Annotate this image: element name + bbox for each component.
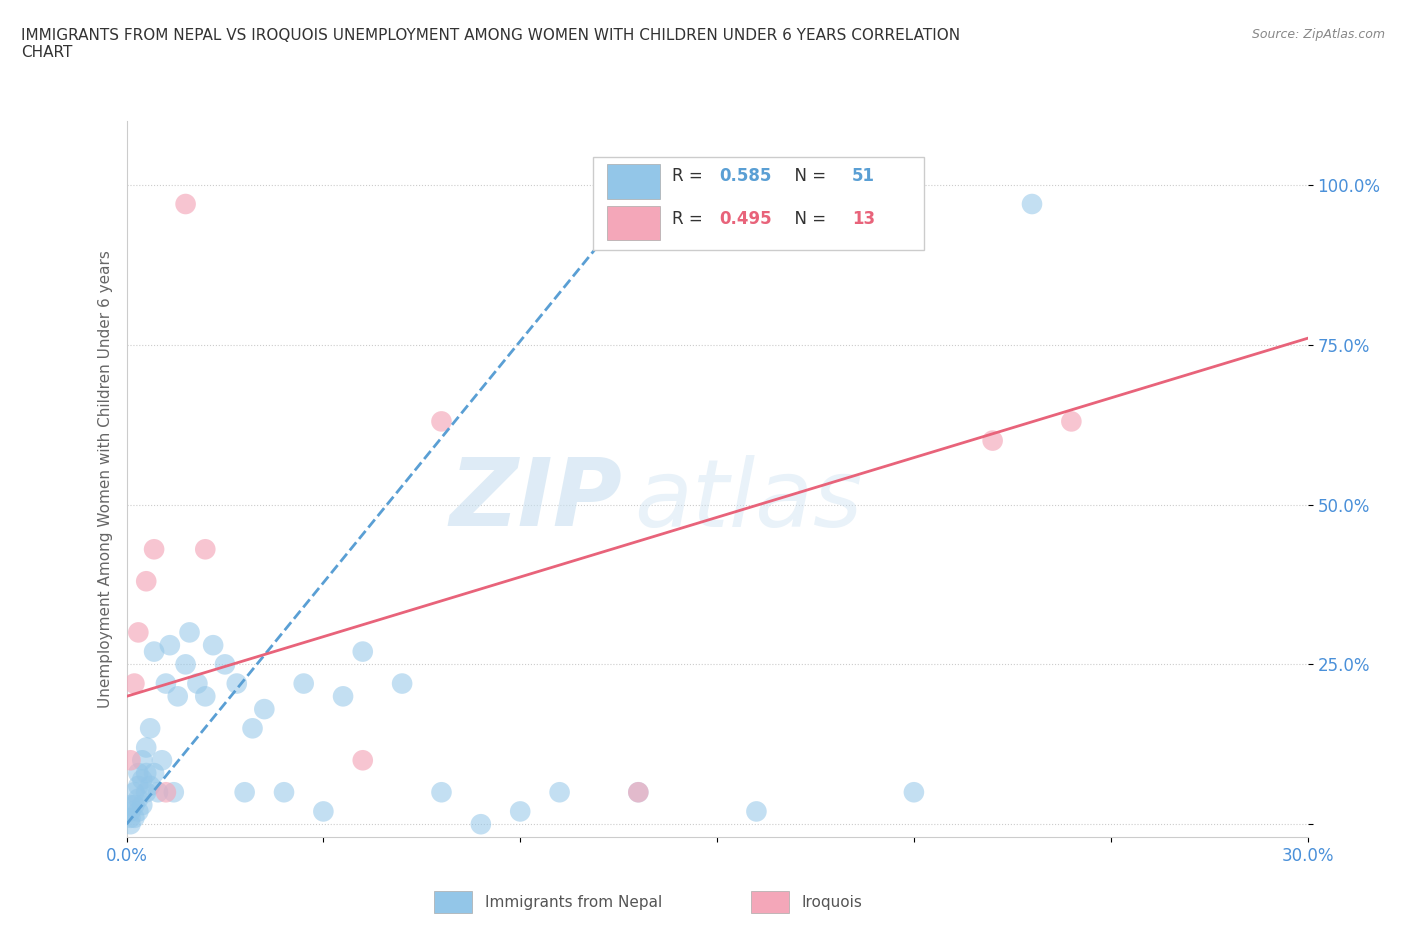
Point: [292, 676, 315, 691]
Point: [135, 740, 157, 755]
Text: N =: N =: [785, 210, 832, 228]
Text: R =: R =: [672, 210, 709, 228]
Point: [127, 778, 149, 793]
Point: [242, 721, 264, 736]
Point: [470, 817, 492, 831]
Text: Immigrants from Nepal: Immigrants from Nepal: [485, 895, 662, 910]
Point: [253, 702, 276, 717]
Point: [150, 753, 173, 768]
Point: [143, 644, 166, 659]
Text: ZIP: ZIP: [450, 455, 623, 547]
Point: [120, 810, 142, 825]
Point: [146, 785, 169, 800]
Point: [273, 785, 295, 800]
Point: [1060, 414, 1083, 429]
Text: 51: 51: [852, 167, 875, 185]
Point: [430, 785, 453, 800]
Point: [139, 778, 162, 793]
Point: [127, 791, 149, 806]
Text: 13: 13: [852, 210, 875, 228]
Point: [139, 721, 162, 736]
Text: 0.495: 0.495: [720, 210, 772, 228]
Point: [186, 676, 208, 691]
Point: [174, 196, 197, 211]
FancyBboxPatch shape: [593, 157, 924, 250]
Point: [1021, 196, 1043, 211]
FancyBboxPatch shape: [434, 891, 472, 913]
Point: [214, 657, 236, 671]
Point: [131, 753, 153, 768]
Point: [131, 798, 153, 813]
Point: [120, 817, 142, 831]
Point: [135, 785, 157, 800]
Point: [225, 676, 247, 691]
FancyBboxPatch shape: [751, 891, 789, 913]
Text: Source: ZipAtlas.com: Source: ZipAtlas.com: [1251, 28, 1385, 41]
Point: [124, 810, 146, 825]
Text: 0.585: 0.585: [720, 167, 772, 185]
Point: [903, 785, 925, 800]
FancyBboxPatch shape: [607, 206, 661, 241]
FancyBboxPatch shape: [607, 165, 661, 199]
Point: [312, 804, 335, 819]
Point: [135, 574, 157, 589]
Point: [179, 625, 201, 640]
Point: [159, 638, 181, 653]
Point: [143, 542, 166, 557]
Point: [509, 804, 531, 819]
Text: atlas: atlas: [634, 455, 863, 546]
Text: IMMIGRANTS FROM NEPAL VS IROQUOIS UNEMPLOYMENT AMONG WOMEN WITH CHILDREN UNDER 6: IMMIGRANTS FROM NEPAL VS IROQUOIS UNEMPL…: [21, 28, 960, 60]
Point: [155, 785, 177, 800]
Point: [233, 785, 256, 800]
Y-axis label: Unemployment Among Women with Children Under 6 years: Unemployment Among Women with Children U…: [97, 250, 112, 708]
Point: [155, 676, 177, 691]
Point: [391, 676, 413, 691]
Text: R =: R =: [672, 167, 709, 185]
Point: [430, 414, 453, 429]
Point: [174, 657, 197, 671]
Point: [352, 753, 374, 768]
Point: [194, 542, 217, 557]
Point: [194, 689, 217, 704]
Point: [127, 765, 149, 780]
Point: [332, 689, 354, 704]
Point: [135, 765, 157, 780]
Point: [166, 689, 188, 704]
Point: [131, 772, 153, 787]
Point: [124, 676, 146, 691]
Point: [981, 433, 1004, 448]
Point: [627, 785, 650, 800]
Point: [124, 798, 146, 813]
Point: [120, 804, 142, 819]
Point: [202, 638, 225, 653]
Point: [627, 785, 650, 800]
Point: [163, 785, 186, 800]
Point: [120, 798, 142, 813]
Point: [127, 625, 149, 640]
Point: [548, 785, 571, 800]
Point: [124, 785, 146, 800]
Point: [352, 644, 374, 659]
Text: Iroquois: Iroquois: [801, 895, 862, 910]
Point: [120, 753, 142, 768]
Point: [143, 765, 166, 780]
Point: [745, 804, 768, 819]
Point: [127, 804, 149, 819]
Text: N =: N =: [785, 167, 832, 185]
